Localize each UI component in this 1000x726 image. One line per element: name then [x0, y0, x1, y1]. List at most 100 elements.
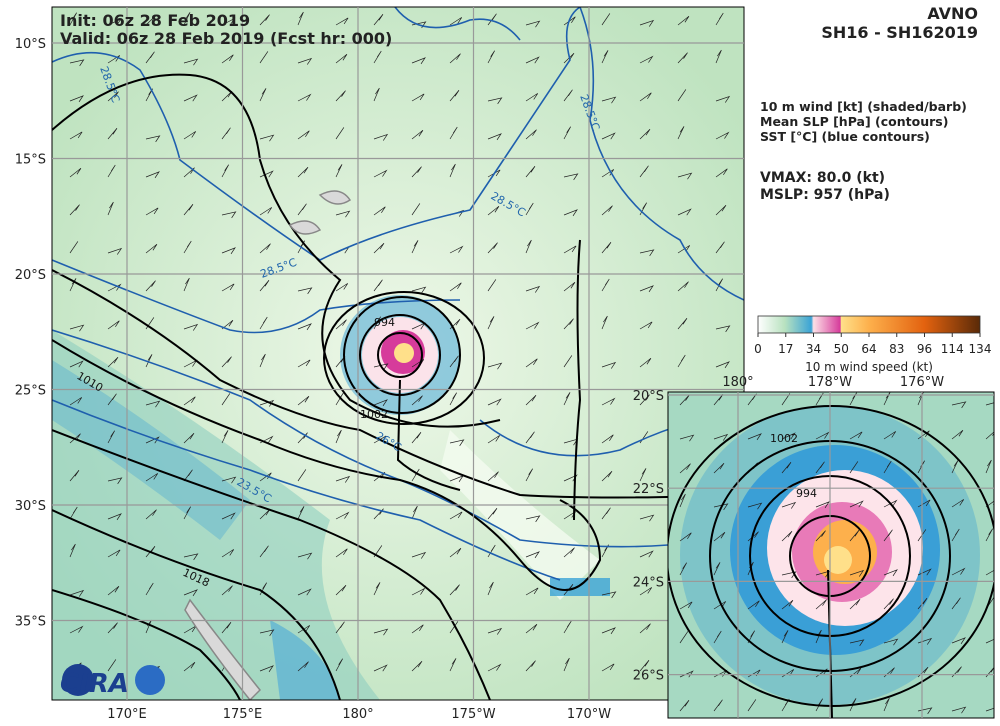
wind-barb	[373, 399, 388, 407]
wind-barb	[917, 666, 929, 678]
wind-barb	[747, 630, 755, 644]
wind-barb	[639, 550, 654, 558]
wind-barb	[335, 511, 350, 520]
wind-barb	[677, 89, 687, 102]
wind-barb	[951, 666, 962, 678]
wind-barb	[335, 658, 343, 672]
colorbar-tick-label: 50	[834, 342, 849, 356]
lat-tick-label: 20°S	[633, 389, 664, 404]
wind-barb	[297, 130, 310, 140]
wind-barb	[373, 508, 384, 520]
wind-barb	[849, 530, 860, 542]
wind-barb	[373, 242, 385, 254]
wind-barb	[297, 203, 307, 216]
wind-barb	[107, 247, 123, 255]
wind-barb	[715, 49, 722, 64]
wind-barb	[297, 93, 312, 102]
wind-barb	[259, 243, 271, 254]
lat-tick-label: 22°S	[633, 482, 664, 497]
wind-barb	[601, 507, 611, 520]
wind-barb	[487, 581, 494, 596]
wind-barb	[677, 126, 685, 140]
wind-barb	[747, 433, 762, 441]
wind-barb	[335, 584, 347, 596]
wind-barb	[951, 528, 960, 542]
wind-barb	[69, 397, 83, 406]
wind-barb	[69, 95, 84, 103]
wind-barb	[297, 240, 305, 254]
wind-barb	[713, 394, 724, 406]
wind-barb	[639, 285, 654, 293]
wind-barb	[679, 562, 687, 576]
wind-barb	[373, 87, 380, 102]
wind-barb	[525, 166, 536, 178]
wind-barb	[259, 14, 270, 26]
wind-barb	[221, 164, 229, 178]
wind-barb	[781, 571, 797, 579]
colorbar-tick-label: 96	[917, 342, 932, 356]
wind-barb	[715, 131, 730, 140]
lat-tick-label: 20°S	[15, 268, 46, 283]
wind-barb	[145, 473, 159, 482]
wind-barb	[259, 316, 268, 330]
wind-barb	[525, 202, 534, 216]
wind-barb	[715, 241, 725, 254]
wind-barb	[449, 163, 456, 178]
wind-barb	[221, 211, 237, 219]
wind-barb	[883, 460, 892, 474]
wind-barb	[145, 400, 161, 408]
wind-barb	[145, 509, 157, 520]
wind-barb	[183, 94, 198, 102]
wind-barb	[107, 513, 122, 521]
wind-barb	[487, 316, 495, 330]
wind-barb	[449, 547, 462, 558]
wind-barb	[297, 661, 309, 672]
wind-barb	[107, 585, 120, 596]
wind-barb	[713, 601, 727, 610]
lat-tick-label: 30°S	[15, 499, 46, 514]
lat-tick-label: 24°S	[633, 575, 664, 590]
wind-barb	[525, 394, 537, 406]
wind-barb	[335, 164, 343, 178]
wind-barb	[183, 396, 196, 406]
wind-barb	[525, 587, 539, 596]
wind-barb	[449, 318, 461, 330]
wind-barb	[69, 204, 80, 216]
wind-barb	[525, 358, 538, 368]
wind-barb	[449, 53, 461, 64]
wind-barb	[183, 167, 195, 178]
lon-tick-label: 178°W	[808, 375, 852, 390]
wind-barb	[601, 13, 611, 26]
wind-barb	[221, 319, 234, 330]
contour-label: 994	[374, 316, 395, 329]
wind-barb	[601, 397, 616, 406]
wind-barb	[221, 283, 235, 292]
lat-tick-label: 35°S	[15, 615, 46, 630]
wind-barb	[713, 462, 725, 474]
wind-barb	[297, 588, 312, 596]
wind-barb	[849, 392, 857, 406]
wind-barb	[601, 96, 617, 104]
colorbar-tick-label: 17	[778, 342, 793, 356]
wind-barb	[107, 164, 116, 178]
wind-barb	[525, 431, 535, 444]
wind-barb	[411, 166, 422, 178]
wind-barb	[563, 547, 575, 558]
wind-barb	[713, 630, 722, 644]
wind-barb	[373, 435, 387, 444]
wind-barb	[487, 133, 502, 141]
wind-barb	[715, 361, 730, 369]
wind-barb	[639, 514, 655, 522]
wind-barb	[639, 92, 652, 102]
wind-barb	[373, 628, 389, 636]
wind-barb	[985, 528, 993, 542]
wind-barb	[373, 545, 383, 558]
wind-barb	[449, 17, 463, 26]
wind-barb	[449, 392, 457, 406]
lat-tick-label: 10°S	[15, 37, 46, 52]
lat-tick-label: 26°S	[633, 669, 664, 684]
wind-barb	[297, 11, 304, 26]
wind-barb	[487, 471, 499, 482]
wind-barb	[713, 503, 729, 511]
wind-barb	[639, 55, 654, 64]
